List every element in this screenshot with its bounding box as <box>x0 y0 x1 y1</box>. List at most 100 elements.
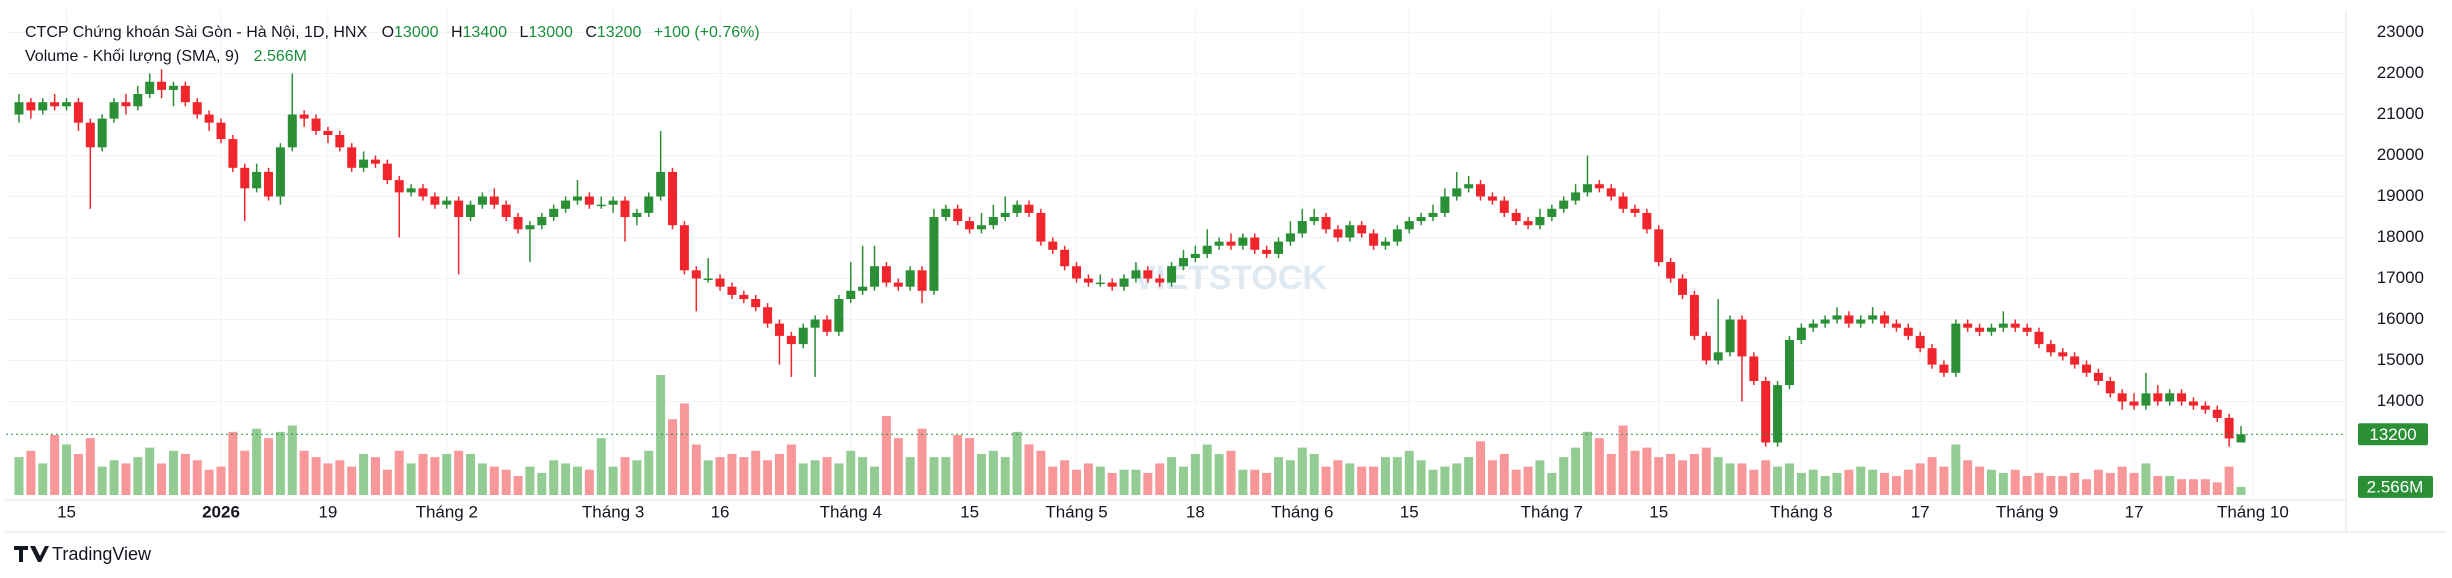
candle-body <box>382 163 392 181</box>
volume-bar <box>180 453 190 495</box>
candle-body <box>846 290 856 299</box>
volume-bar <box>133 457 143 495</box>
volume-bar <box>1749 469 1759 495</box>
volume-bar <box>1369 466 1379 495</box>
x-tick-label: Tháng 4 <box>820 502 882 521</box>
candle-body <box>1024 204 1034 213</box>
volume-bar <box>1036 450 1046 495</box>
candle-body <box>1773 385 1783 443</box>
candle-body <box>1582 184 1592 193</box>
volume-bar <box>810 460 820 495</box>
volume-bar <box>822 457 832 495</box>
candle-body <box>1606 188 1616 197</box>
volume-bar <box>121 463 131 495</box>
volume-bar <box>2070 472 2080 495</box>
volume-bar <box>1642 447 1652 495</box>
candle-body <box>1761 381 1771 443</box>
volume-bar <box>2129 472 2139 495</box>
volume-bar <box>620 457 630 495</box>
volume-bar <box>2093 469 2103 495</box>
candle-body <box>359 159 369 168</box>
volume-bar <box>2212 482 2222 495</box>
candle-body <box>858 286 868 291</box>
volume-bar <box>1487 460 1497 495</box>
volume-bar <box>870 466 880 495</box>
candle-body <box>50 102 60 107</box>
volume-bar <box>798 463 808 495</box>
candle-body <box>596 204 606 207</box>
volume-bar <box>454 450 464 495</box>
volume-bar <box>418 453 428 495</box>
candle-body <box>1927 348 1937 365</box>
volume-bar <box>1012 431 1022 495</box>
volume-bar <box>1939 466 1949 495</box>
candle-body <box>1452 188 1462 197</box>
volume-bar <box>668 419 678 495</box>
candle-body <box>97 118 107 148</box>
volume-bar <box>917 428 927 495</box>
volume-bar <box>1998 472 2008 495</box>
candle-body <box>1369 233 1379 246</box>
candle-body <box>2082 364 2092 373</box>
volume-header: Volume - Khối lượng (SMA, 9) 2.566M <box>25 48 307 65</box>
candle-body <box>798 327 808 345</box>
candle-body <box>1404 221 1414 230</box>
volume-bar <box>382 469 392 495</box>
candle-body <box>1689 294 1699 336</box>
candle-body <box>1559 200 1569 209</box>
volume-bar <box>2153 476 2163 495</box>
volume-bar <box>1095 466 1105 495</box>
volume-bar <box>1606 453 1616 495</box>
candle-body <box>834 299 844 332</box>
volume-bar <box>287 425 297 495</box>
candle-body <box>489 196 499 205</box>
candle-body <box>1844 315 1854 324</box>
candle-body <box>2236 434 2246 443</box>
candle-body <box>2010 323 2020 328</box>
volume-bar <box>727 453 737 495</box>
volume-bar <box>2236 486 2246 495</box>
x-tick-label: 18 <box>1186 502 1205 521</box>
volume-bar <box>1713 457 1723 495</box>
volume-bar <box>1856 466 1866 495</box>
volume-bar <box>38 463 48 495</box>
volume-bar <box>359 453 369 495</box>
candle-body <box>1202 245 1212 254</box>
candle-body <box>2058 352 2068 357</box>
candle-body <box>941 208 951 217</box>
candle-body <box>1036 212 1046 242</box>
volume-tag <box>2358 475 2433 498</box>
candle-body <box>953 208 963 222</box>
x-tick-label: 17 <box>2125 502 2144 521</box>
volume-bar <box>157 463 167 495</box>
volume-bar <box>1678 460 1688 495</box>
volume-bar <box>1535 460 1545 495</box>
candle-body <box>751 299 761 308</box>
candle-body <box>1868 315 1878 320</box>
candle-body <box>1713 352 1723 361</box>
candle-body <box>1143 270 1153 279</box>
y-tick-label: 16000 <box>2377 309 2424 328</box>
candle-body <box>370 159 380 164</box>
candle-body <box>216 122 226 140</box>
candle-body <box>691 270 701 279</box>
candle-body <box>1547 208 1557 217</box>
volume-bar <box>1773 466 1783 495</box>
candle-body <box>572 196 582 201</box>
y-tick-label: 17000 <box>2377 268 2424 287</box>
volume-bar <box>168 450 178 495</box>
candle-body <box>1274 241 1284 254</box>
volume-bar <box>2165 476 2175 495</box>
candle-body <box>240 167 250 189</box>
candle-body <box>311 118 321 131</box>
volume-bar <box>1975 466 1985 495</box>
volume-bar <box>846 450 856 495</box>
volume-bar <box>1796 472 1806 495</box>
candle-body <box>1095 282 1105 285</box>
volume-bar <box>192 460 202 495</box>
volume-bar <box>1701 447 1711 495</box>
y-tick-label: 15000 <box>2377 350 2424 369</box>
volume-title: Volume - Khối lượng (SMA, 9) <box>25 48 239 65</box>
candle-body <box>335 135 345 148</box>
candle-body <box>501 204 511 217</box>
